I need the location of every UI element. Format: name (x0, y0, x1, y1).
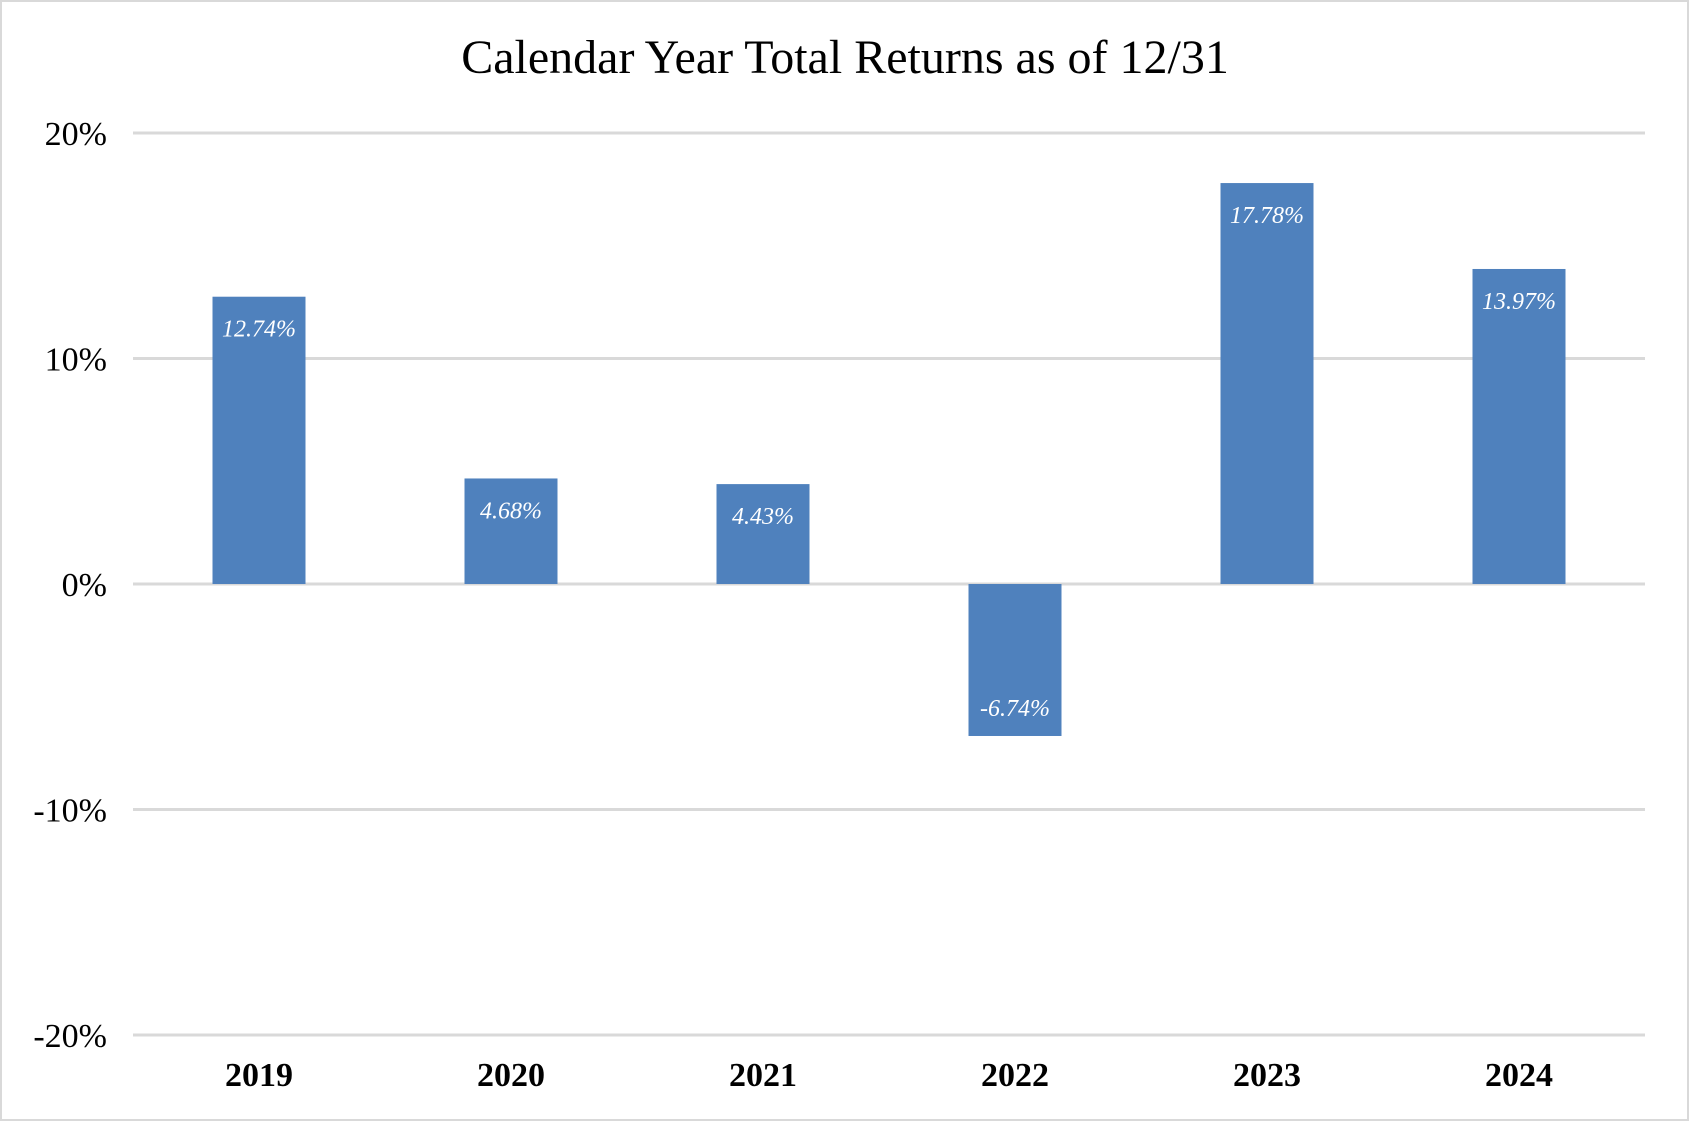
x-tick-label: 2024 (1485, 1057, 1553, 1094)
x-tick-label: 2023 (1233, 1057, 1301, 1094)
data-label-2020: 4.68% (480, 498, 542, 524)
x-tick-label: 2020 (477, 1057, 545, 1094)
x-tick-label: 2021 (729, 1057, 797, 1094)
bar-2022 (968, 584, 1062, 736)
bar-2019 (212, 296, 306, 584)
bar-2023 (1220, 183, 1314, 584)
bars (212, 183, 1566, 736)
data-label-2022: -6.74% (980, 696, 1050, 722)
bar-2021 (716, 484, 810, 584)
data-label-2021: 4.43% (732, 504, 794, 530)
x-axis-ticks: 2019 2020 2021 2022 2023 2024 (225, 1057, 1553, 1094)
x-tick-label: 2019 (225, 1057, 293, 1094)
data-label-2024: 13.97% (1482, 289, 1556, 315)
data-label-2023: 17.78% (1230, 203, 1304, 229)
y-tick-label: -20% (33, 1018, 107, 1055)
x-tick-label: 2022 (981, 1057, 1049, 1094)
bar-2024 (1472, 268, 1566, 584)
bar-2020 (464, 478, 558, 584)
data-label-2019: 12.74% (222, 317, 296, 343)
data-labels: 12.74% 4.68% 4.43% -6.74% 17.78% 13.97% (222, 203, 1556, 722)
y-tick-label: 0% (62, 567, 107, 604)
gridlines (133, 131, 1645, 1037)
y-axis-ticks: 20% 10% 0% -10% -20% (33, 116, 107, 1055)
y-tick-label: 20% (45, 116, 107, 153)
chart-title: Calendar Year Total Returns as of 12/31 (461, 31, 1229, 84)
y-tick-label: -10% (33, 793, 107, 830)
y-tick-label: 10% (45, 342, 107, 379)
